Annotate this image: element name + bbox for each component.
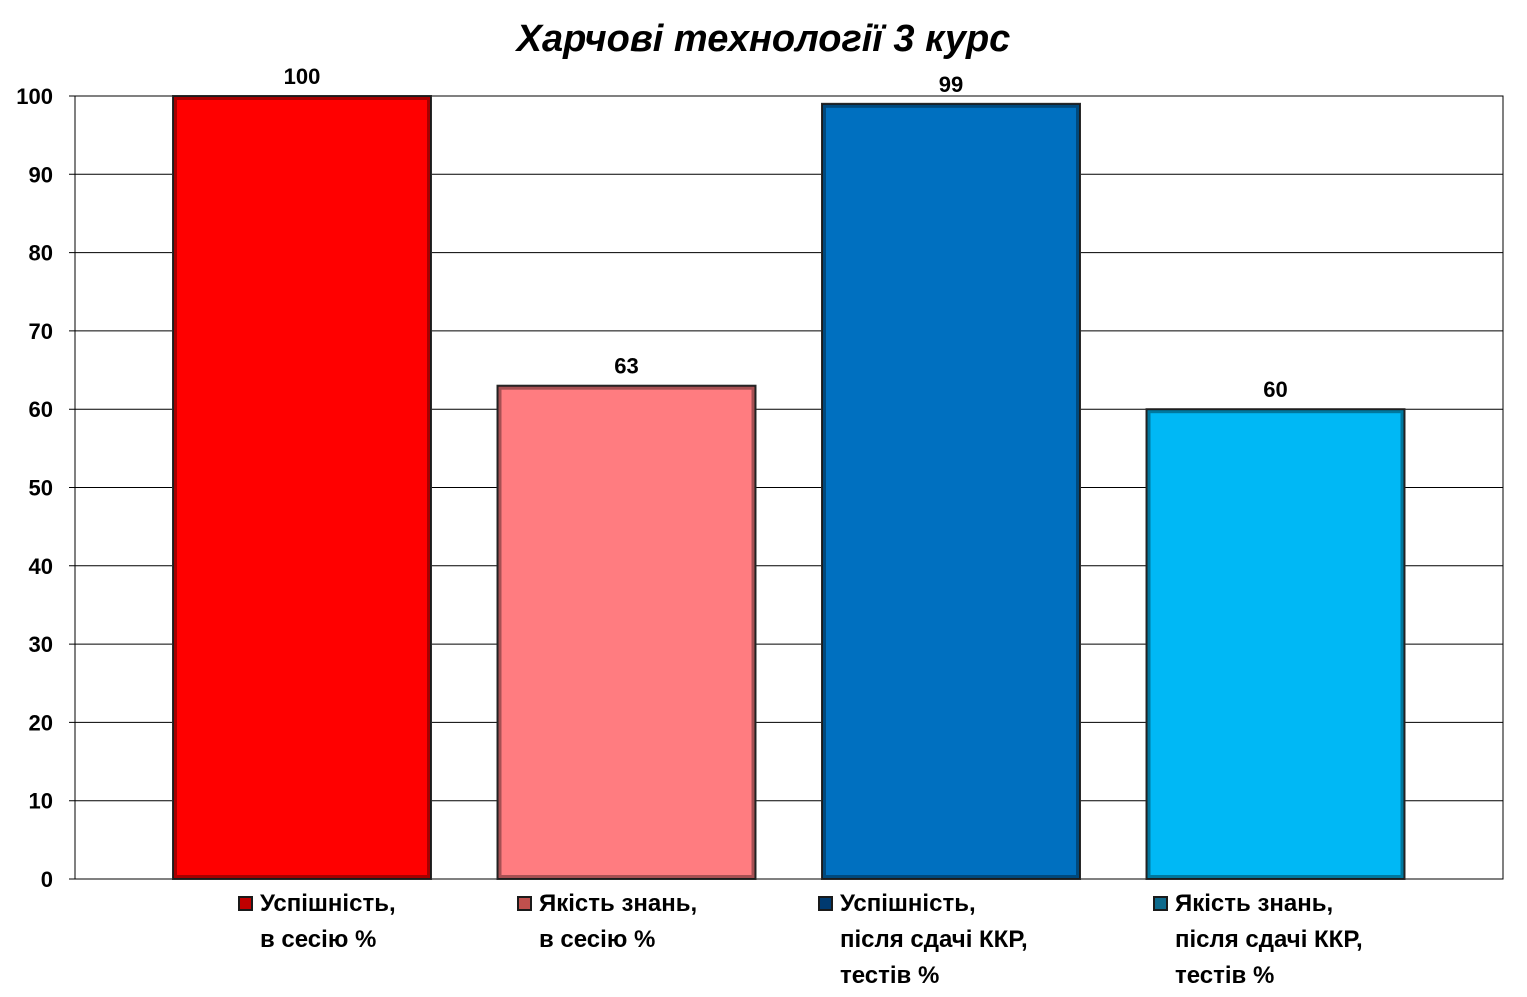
- legend-label-line: Якість знань,: [539, 890, 698, 917]
- bar: [1145, 408, 1406, 880]
- legend-label-line: Успішність,: [260, 890, 396, 917]
- y-tick-label: 70: [29, 319, 53, 344]
- legend-label-line: в сесію %: [539, 926, 656, 953]
- y-tick-label: 0: [41, 867, 53, 892]
- legend-swatch: [238, 896, 253, 911]
- legend-item: Якість знань, після сдачі ККР, тестів %: [1153, 886, 1363, 994]
- legend-swatch: [818, 896, 833, 911]
- data-label: 99: [939, 72, 963, 97]
- legend-item: Успішність, після сдачі ККР, тестів %: [818, 886, 1028, 994]
- data-labels: 100 63 99 60: [284, 64, 1288, 402]
- bar: [496, 384, 757, 880]
- legend-label-line: Успішність,: [840, 890, 976, 917]
- legend-label-line: після сдачі ККР,: [1175, 926, 1363, 953]
- legend-item: Успішність, в сесію %: [238, 886, 396, 958]
- y-tick-label: 10: [29, 789, 53, 814]
- bar: [821, 102, 1081, 880]
- legend-swatch: [1153, 896, 1168, 911]
- y-tick-label: 60: [29, 397, 53, 422]
- y-tick-label: 40: [29, 554, 53, 579]
- legend-label: Якість знань, після сдачі ККР, тестів %: [1175, 886, 1363, 994]
- bars: [172, 95, 1406, 880]
- y-tick-label: 100: [16, 84, 53, 109]
- bar: [172, 95, 432, 880]
- legend-label: Якість знань, в сесію %: [539, 886, 697, 958]
- bar-bevel: [822, 103, 1080, 879]
- legend-swatch: [517, 896, 532, 911]
- legend-item: Якість знань, в сесію %: [517, 886, 697, 958]
- legend-label-line: після сдачі ККР,: [840, 926, 1028, 953]
- y-tick-label: 90: [29, 162, 53, 187]
- legend-label: Успішність, в сесію %: [260, 886, 396, 958]
- y-axis-tick-labels: 0 10 20 30 40 50 60 70 80 90 100: [16, 84, 53, 892]
- legend-label-line: тестів %: [1175, 962, 1275, 989]
- bar-bevel: [1146, 409, 1405, 879]
- bar-bevel: [497, 385, 756, 879]
- y-tick-label: 20: [29, 710, 53, 735]
- y-tick-label: 80: [29, 241, 53, 266]
- data-label: 60: [1263, 377, 1287, 402]
- legend-label: Успішність, після сдачі ККР, тестів %: [840, 886, 1028, 994]
- legend-label-line: в сесію %: [260, 926, 377, 953]
- legend-label-line: Якість знань,: [1175, 890, 1334, 917]
- y-tick-label: 50: [29, 476, 53, 501]
- legend-label-line: тестів %: [840, 962, 940, 989]
- data-label: 100: [284, 64, 321, 89]
- chart-title: Харчові технології 3 курс: [516, 18, 1011, 60]
- bar-bevel: [173, 96, 431, 879]
- data-label: 63: [614, 354, 638, 379]
- y-tick-label: 30: [29, 632, 53, 657]
